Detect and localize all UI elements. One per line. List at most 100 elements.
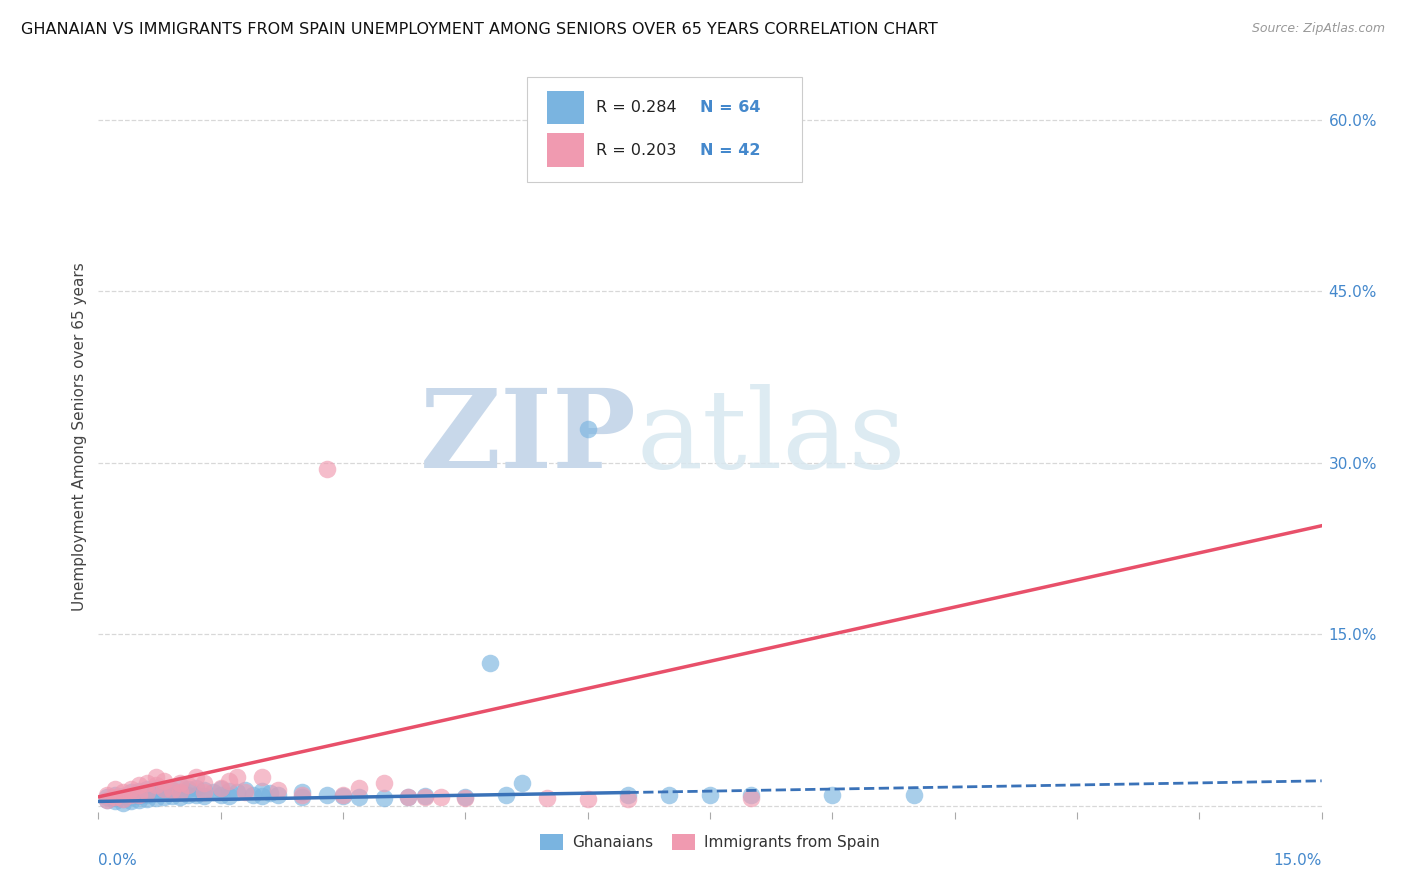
- Text: R = 0.284: R = 0.284: [596, 100, 676, 115]
- Point: [291, 789, 314, 804]
- Point: [495, 788, 517, 802]
- Point: [821, 788, 844, 802]
- Point: [169, 789, 191, 804]
- Point: [160, 783, 183, 797]
- Point: [104, 788, 127, 802]
- Legend: Ghanaians, Immigrants from Spain: Ghanaians, Immigrants from Spain: [534, 828, 886, 856]
- Text: N = 64: N = 64: [700, 100, 761, 115]
- Point: [193, 776, 215, 790]
- Point: [152, 789, 174, 804]
- Point: [536, 791, 558, 805]
- Point: [259, 786, 281, 800]
- Point: [740, 791, 762, 805]
- Point: [128, 788, 150, 802]
- Point: [740, 788, 762, 802]
- Point: [145, 780, 167, 795]
- Point: [226, 771, 249, 785]
- Point: [177, 781, 200, 796]
- Point: [96, 789, 118, 804]
- Point: [373, 776, 395, 790]
- Point: [396, 789, 419, 804]
- Point: [111, 792, 134, 806]
- Point: [209, 780, 232, 795]
- Point: [177, 788, 200, 802]
- Point: [152, 784, 174, 798]
- Point: [349, 789, 371, 804]
- Point: [454, 789, 477, 804]
- Point: [128, 789, 150, 803]
- Point: [145, 771, 167, 785]
- Text: 15.0%: 15.0%: [1274, 853, 1322, 868]
- Point: [218, 773, 240, 788]
- FancyBboxPatch shape: [547, 133, 583, 167]
- Point: [699, 788, 721, 802]
- FancyBboxPatch shape: [547, 90, 583, 124]
- Text: ZIP: ZIP: [420, 384, 637, 491]
- Text: atlas: atlas: [637, 384, 907, 491]
- Point: [96, 788, 118, 802]
- Point: [186, 771, 208, 785]
- Point: [233, 783, 256, 797]
- Point: [186, 788, 208, 802]
- Point: [169, 785, 191, 799]
- Point: [104, 781, 127, 796]
- Point: [291, 788, 314, 802]
- Point: [128, 779, 150, 793]
- Point: [96, 793, 118, 807]
- Point: [209, 781, 232, 796]
- Point: [226, 785, 249, 799]
- Point: [145, 779, 167, 793]
- Text: 0.0%: 0.0%: [98, 853, 138, 868]
- Point: [96, 793, 118, 807]
- Point: [193, 785, 215, 799]
- Point: [267, 783, 290, 797]
- Point: [160, 783, 183, 797]
- Point: [152, 781, 174, 796]
- FancyBboxPatch shape: [526, 78, 801, 182]
- Point: [349, 780, 371, 795]
- Point: [250, 771, 273, 785]
- Point: [291, 785, 314, 799]
- Point: [136, 785, 159, 799]
- Point: [617, 792, 640, 806]
- Point: [104, 789, 127, 804]
- Point: [111, 796, 134, 810]
- Point: [104, 794, 127, 808]
- Point: [576, 792, 599, 806]
- Point: [120, 781, 142, 796]
- Text: R = 0.203: R = 0.203: [596, 143, 676, 158]
- Point: [512, 776, 534, 790]
- Point: [145, 791, 167, 805]
- Point: [218, 784, 240, 798]
- Point: [250, 784, 273, 798]
- Point: [193, 789, 215, 803]
- Point: [169, 785, 191, 799]
- Point: [454, 791, 477, 805]
- Point: [315, 461, 337, 475]
- Point: [209, 788, 232, 802]
- Point: [617, 788, 640, 802]
- Point: [120, 794, 142, 808]
- Point: [169, 779, 191, 793]
- Point: [128, 793, 150, 807]
- Point: [136, 776, 159, 790]
- Point: [120, 789, 142, 804]
- Point: [373, 791, 395, 805]
- Point: [111, 792, 134, 806]
- Point: [177, 779, 200, 793]
- Point: [120, 785, 142, 799]
- Point: [120, 788, 142, 802]
- Point: [430, 789, 453, 804]
- Point: [186, 780, 208, 795]
- Point: [576, 421, 599, 435]
- Point: [233, 785, 256, 799]
- Point: [413, 789, 436, 803]
- Y-axis label: Unemployment Among Seniors over 65 years: Unemployment Among Seniors over 65 years: [72, 263, 87, 611]
- Point: [413, 789, 436, 804]
- Point: [315, 788, 337, 802]
- Point: [136, 792, 159, 806]
- Point: [160, 789, 183, 803]
- Point: [332, 789, 354, 803]
- Point: [250, 789, 273, 803]
- Point: [193, 783, 215, 797]
